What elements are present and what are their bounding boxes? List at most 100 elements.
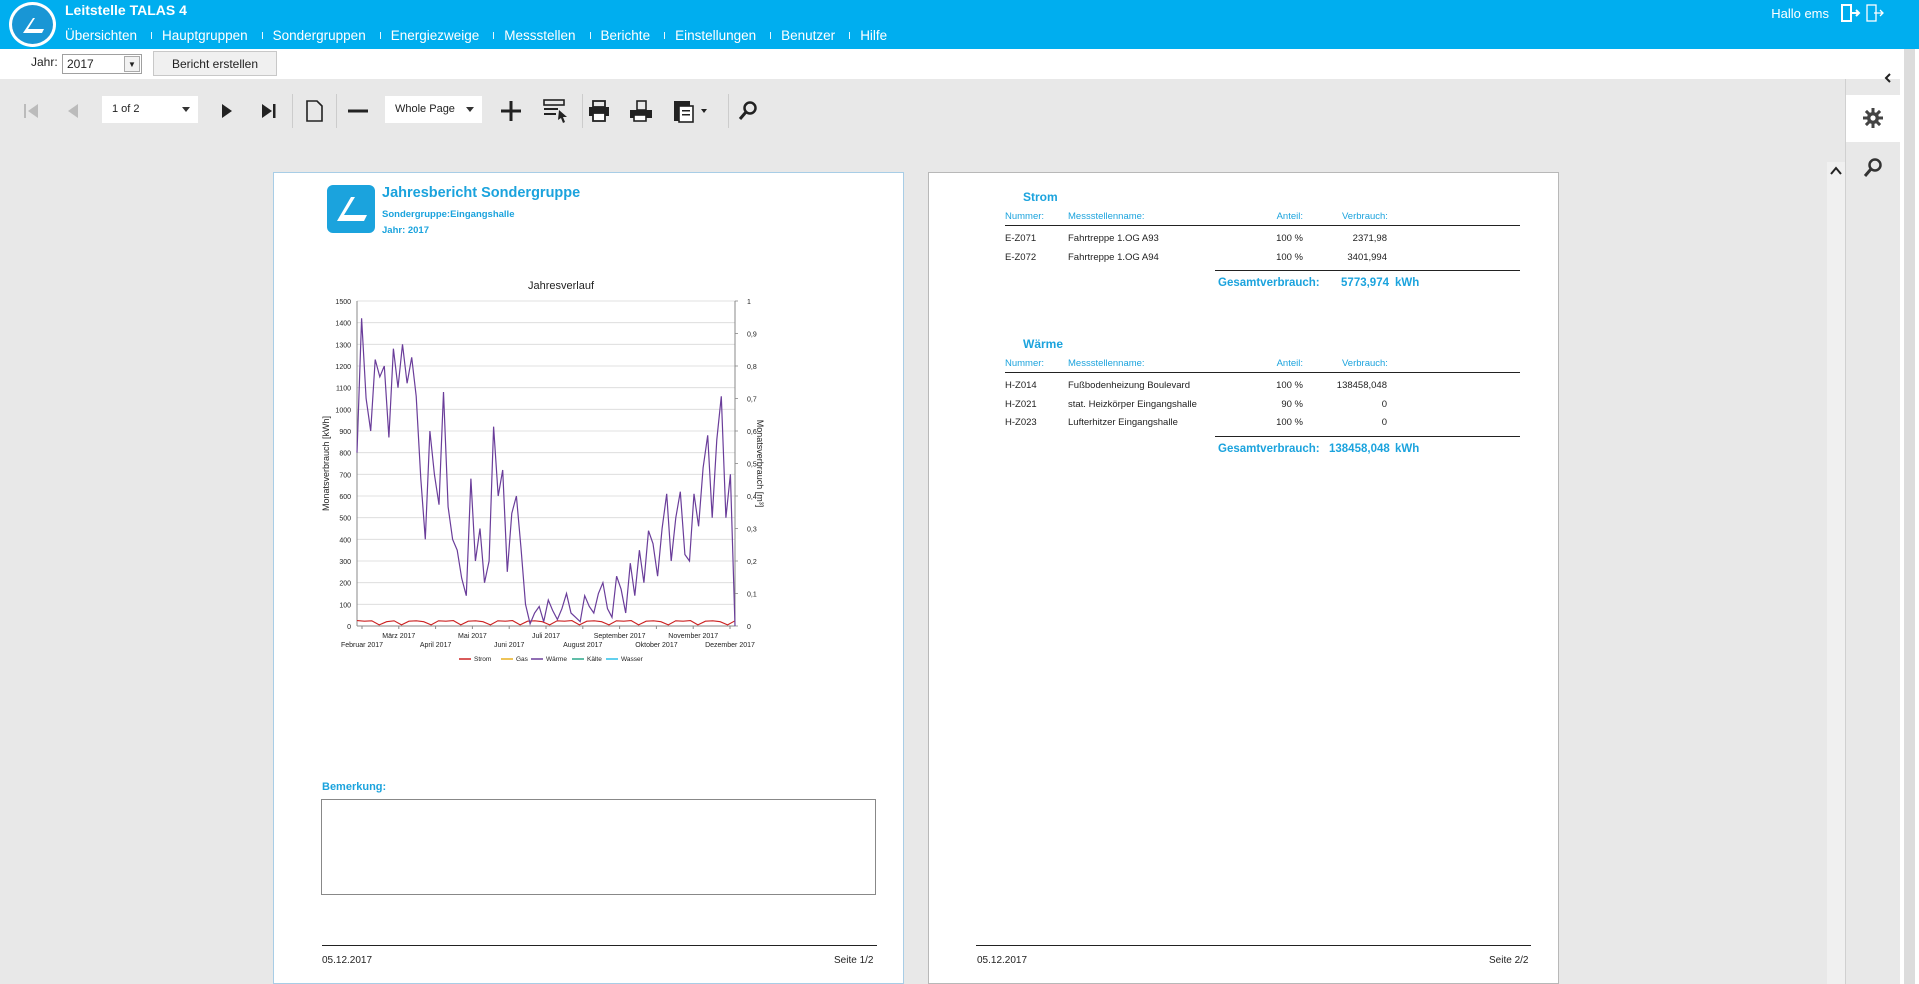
y-tick-label: 900 — [339, 429, 351, 436]
page-view-icon[interactable] — [301, 96, 327, 126]
nav-item-7[interactable]: Benutzer — [770, 28, 849, 43]
y-tick-label: 1100 — [336, 386, 351, 393]
print-layout-icon[interactable] — [628, 96, 654, 126]
search-panel-icon[interactable] — [1862, 157, 1884, 184]
chevron-down-icon — [182, 107, 190, 112]
y2-tick-label: 0 — [747, 624, 751, 631]
viewer-scrollbar[interactable] — [1827, 162, 1845, 984]
nav-item-8[interactable]: Hilfe — [849, 28, 901, 43]
zoom-out-icon[interactable] — [345, 96, 371, 126]
last-page-icon[interactable] — [256, 96, 282, 126]
page-scrollbar[interactable] — [1900, 49, 1919, 984]
nav-item-2[interactable]: Sondergruppen — [261, 28, 380, 43]
x-tick-label: Juli 2017 — [532, 633, 560, 640]
zoom-select[interactable]: Whole Page — [385, 96, 482, 123]
toolbar-divider — [728, 94, 729, 128]
previous-page-icon[interactable] — [60, 96, 86, 126]
x-tick-label: März 2017 — [382, 633, 415, 640]
footer-date: 05.12.2017 — [322, 955, 373, 966]
table-cell-name: Fahrtreppe 1.OG A94 — [1068, 251, 1159, 263]
series-line-2 — [356, 318, 736, 627]
table-header: Verbrauch: — [1342, 211, 1388, 222]
x-tick-label: Oktober 2017 — [635, 642, 678, 649]
table-cell-share: 100 % — [1276, 417, 1303, 428]
footer-divider — [322, 945, 877, 946]
page-selector[interactable]: 1 of 2 — [102, 96, 198, 123]
table-cell-consumption: 2371,98 — [1352, 233, 1387, 244]
table-cell-name: stat. Heizkörper Eingangshalle — [1068, 398, 1197, 410]
zoom-in-icon[interactable] — [498, 96, 524, 126]
total-unit: kWh — [1395, 442, 1420, 455]
logout-icon[interactable] — [1839, 2, 1861, 24]
nav-item-0[interactable]: Übersichten — [65, 28, 151, 43]
print-icon[interactable] — [586, 96, 612, 126]
table-cell-consumption: 3401,994 — [1347, 251, 1387, 263]
legend-label: Wasser — [621, 656, 644, 663]
y-tick-label: 500 — [339, 516, 351, 523]
total-line — [1215, 270, 1520, 271]
next-page-icon[interactable] — [214, 96, 240, 126]
annual-chart: Jahresverlauf 0 100 200 300 400 500 600 700 800 90… — [319, 273, 839, 663]
table-cell-consumption: 0 — [1381, 417, 1387, 428]
chevron-down-icon[interactable]: ▼ — [124, 56, 140, 72]
x-tick-label: Februar 2017 — [341, 642, 383, 649]
nav-item-label: Messstellen — [504, 28, 576, 43]
nav-item-label: Benutzer — [781, 28, 836, 43]
nav-item-label: Hauptgruppen — [162, 28, 248, 43]
user-greeting: Hallo ems — [1771, 6, 1829, 21]
nav-separator — [379, 32, 381, 39]
year-select[interactable]: 2017 ▼ — [62, 54, 142, 74]
select-tool-icon[interactable] — [541, 96, 571, 126]
table-cell-share: 90 % — [1281, 398, 1303, 410]
main-nav: Übersichten Hauptgruppen Sondergruppen Ener… — [65, 28, 901, 43]
legend-label: Kälte — [587, 656, 602, 663]
nav-separator — [664, 32, 666, 39]
table-header: Messstellenname: — [1068, 358, 1145, 369]
y2-tick-label: 0,3 — [747, 527, 757, 534]
search-icon[interactable] — [735, 96, 761, 126]
y-tick-label: 0 — [347, 624, 351, 631]
collapse-panel-icon[interactable] — [1882, 71, 1894, 89]
table-cell-consumption: 138458,048 — [1336, 380, 1387, 391]
x-tick-label: Mai 2017 — [458, 633, 487, 640]
settings-tab[interactable] — [1846, 95, 1901, 142]
nav-item-5[interactable]: Berichte — [589, 28, 665, 43]
nav-item-label: Sondergruppen — [272, 28, 366, 43]
nav-item-6[interactable]: Einstellungen — [664, 28, 770, 43]
nav-item-4[interactable]: Messstellen — [493, 28, 589, 43]
table-header: Verbrauch: — [1342, 358, 1388, 369]
y2-tick-label: 0,5 — [747, 462, 757, 469]
total-unit: kWh — [1395, 277, 1420, 289]
viewer-side-panel — [1845, 73, 1901, 984]
table-header-line — [1005, 372, 1520, 373]
zoom-select-value: Whole Page — [395, 103, 455, 115]
legend-label: Strom — [474, 656, 491, 663]
x-tick-label: September 2017 — [594, 633, 646, 640]
total-line — [1215, 435, 1520, 437]
first-page-icon[interactable] — [18, 96, 44, 126]
session-exit-icon[interactable] — [1864, 2, 1886, 24]
report-title: Jahresbericht Sondergruppe — [382, 185, 581, 201]
scroll-up-icon[interactable] — [1827, 162, 1845, 180]
total-label: Gesamtverbrauch: — [1218, 277, 1320, 289]
table-header: Messstellenname: — [1068, 211, 1145, 222]
page-scrollbar-track[interactable] — [1904, 49, 1915, 984]
chevron-down-icon — [466, 107, 474, 112]
nav-item-1[interactable]: Hauptgruppen — [151, 28, 262, 43]
report-viewer: 1 of 2 Whole Page — [0, 73, 1901, 984]
x-tick-label: Juni 2017 — [494, 642, 524, 649]
y2-tick-label: 0,7 — [747, 397, 757, 404]
table-header: Nummer: — [1005, 358, 1045, 369]
y2-tick-label: 1 — [747, 299, 751, 306]
create-report-button[interactable]: Bericht erstellen — [153, 51, 277, 76]
viewer-toolbar: 1 of 2 Whole Page — [0, 79, 1845, 139]
toolbar-divider — [336, 94, 337, 128]
nav-item-3[interactable]: Energiezweige — [379, 28, 494, 43]
section-title: Wärme — [1023, 337, 1064, 351]
toolbar-divider — [582, 94, 583, 128]
talas-logo-icon[interactable] — [9, 2, 56, 47]
table-header: Nummer: — [1005, 211, 1045, 222]
remark-box — [321, 799, 876, 895]
remark-label: Bemerkung: — [322, 781, 387, 793]
export-icon[interactable] — [670, 96, 710, 126]
